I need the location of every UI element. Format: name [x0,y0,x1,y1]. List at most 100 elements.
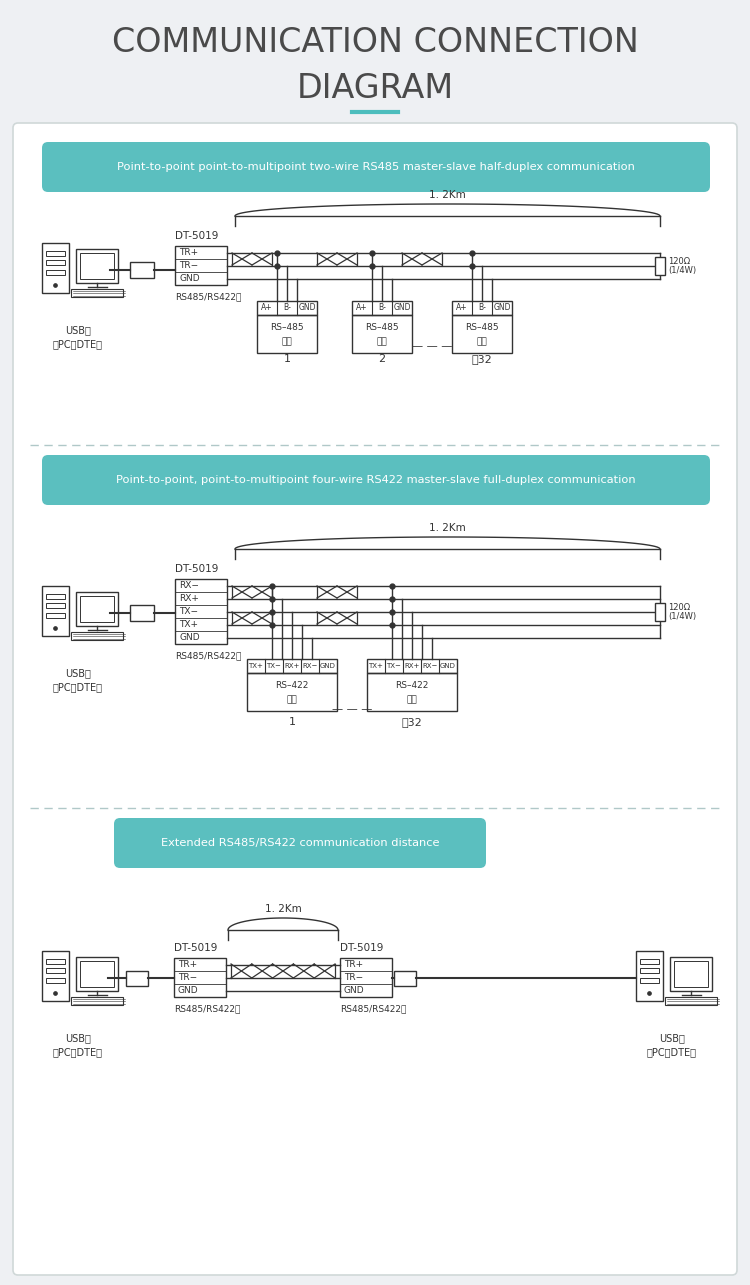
Text: RX+: RX+ [404,663,420,669]
Text: Point-to-point, point-to-multipoint four-wire RS422 master-slave full-duplex com: Point-to-point, point-to-multipoint four… [116,475,636,484]
Bar [130,605,154,621]
Text: USB端: USB端 [65,1033,91,1043]
Text: TX+: TX+ [248,663,263,669]
Bar [352,301,412,315]
Bar [76,249,118,283]
Text: RS485/RS422端: RS485/RS422端 [340,1005,406,1014]
Text: 至32: 至32 [472,353,492,364]
Text: RS485/RS422端: RS485/RS422端 [174,1005,240,1014]
Bar [174,959,226,997]
Bar [257,301,317,315]
Text: DT-5019: DT-5019 [175,564,218,574]
Text: A+: A+ [261,303,273,312]
Text: RX−: RX− [179,581,199,590]
Text: B-: B- [378,303,386,312]
Bar [367,673,457,711]
Text: GND: GND [179,274,200,283]
Text: GND: GND [344,986,364,995]
FancyBboxPatch shape [42,143,710,191]
Text: 设备: 设备 [286,695,297,704]
Text: GND: GND [320,663,336,669]
Text: RS–422: RS–422 [275,681,309,690]
Bar [175,245,227,285]
Bar [130,262,154,278]
Text: 120Ω: 120Ω [668,603,690,612]
Text: TR−: TR− [179,261,198,270]
Text: TX−: TX− [386,663,401,669]
Text: Extended RS485/RS422 communication distance: Extended RS485/RS422 communication dista… [160,838,440,848]
Bar [71,997,123,1005]
Bar [636,951,662,1001]
Bar [175,580,227,644]
Text: RX−: RX− [422,663,438,669]
Bar [340,959,392,997]
Text: B-: B- [478,303,486,312]
Text: 1. 2Km: 1. 2Km [429,190,466,200]
Bar [80,596,114,622]
Text: RX+: RX+ [284,663,300,669]
Text: TR−: TR− [178,973,197,982]
Text: （PC或DTE）: （PC或DTE） [647,1047,697,1058]
Bar [42,243,68,293]
Bar [80,253,114,279]
Bar [46,261,64,265]
Bar [665,997,717,1005]
Text: RS–485: RS–485 [270,324,304,333]
Text: 设备: 设备 [406,695,417,704]
Text: TR−: TR− [344,973,363,982]
Text: TR+: TR+ [344,960,363,969]
Text: TR+: TR+ [179,248,198,257]
Text: — — —: — — — [332,704,372,714]
Text: 1: 1 [284,353,290,364]
Text: RX−: RX− [302,663,318,669]
Text: RS–422: RS–422 [395,681,429,690]
Bar [126,970,148,986]
Text: 2: 2 [379,353,386,364]
Text: GND: GND [298,303,316,312]
Bar [352,315,412,353]
Bar [247,673,337,711]
Text: USB端: USB端 [659,1033,685,1043]
Text: 1. 2Km: 1. 2Km [429,523,466,533]
Bar [71,632,123,640]
Bar [71,289,123,297]
Text: USB端: USB端 [65,325,91,335]
Text: RS–485: RS–485 [465,324,499,333]
Text: DT-5019: DT-5019 [174,943,217,953]
FancyBboxPatch shape [42,455,710,505]
Text: (1/4W): (1/4W) [668,612,696,621]
Bar [46,978,64,983]
Text: GND: GND [178,986,199,995]
Bar [674,961,708,987]
Text: GND: GND [179,634,200,642]
Bar [46,613,64,618]
Text: USB端: USB端 [65,668,91,678]
Bar [46,604,64,608]
Text: 设备: 设备 [282,338,292,347]
Bar [46,959,64,964]
Bar [76,592,118,626]
Bar [46,251,64,256]
Bar [42,951,68,1001]
Text: 120Ω: 120Ω [668,257,690,266]
Bar [257,315,317,353]
Text: GND: GND [393,303,411,312]
Bar [655,257,665,275]
Text: A+: A+ [456,303,468,312]
Bar [80,961,114,987]
Text: A+: A+ [356,303,368,312]
Text: （PC或DTE）: （PC或DTE） [53,682,103,693]
Text: 设备: 设备 [477,338,488,347]
Text: 1: 1 [289,717,296,727]
Bar [42,586,68,636]
Text: GND: GND [494,303,511,312]
Bar [76,957,118,991]
Text: TX+: TX+ [179,619,198,628]
Text: DIAGRAM: DIAGRAM [296,72,454,104]
Text: 1. 2Km: 1. 2Km [265,905,302,914]
Text: TR+: TR+ [178,960,197,969]
Text: RX+: RX+ [179,594,199,603]
Text: （PC或DTE）: （PC或DTE） [53,339,103,350]
Text: GND: GND [440,663,456,669]
Bar [46,270,64,275]
